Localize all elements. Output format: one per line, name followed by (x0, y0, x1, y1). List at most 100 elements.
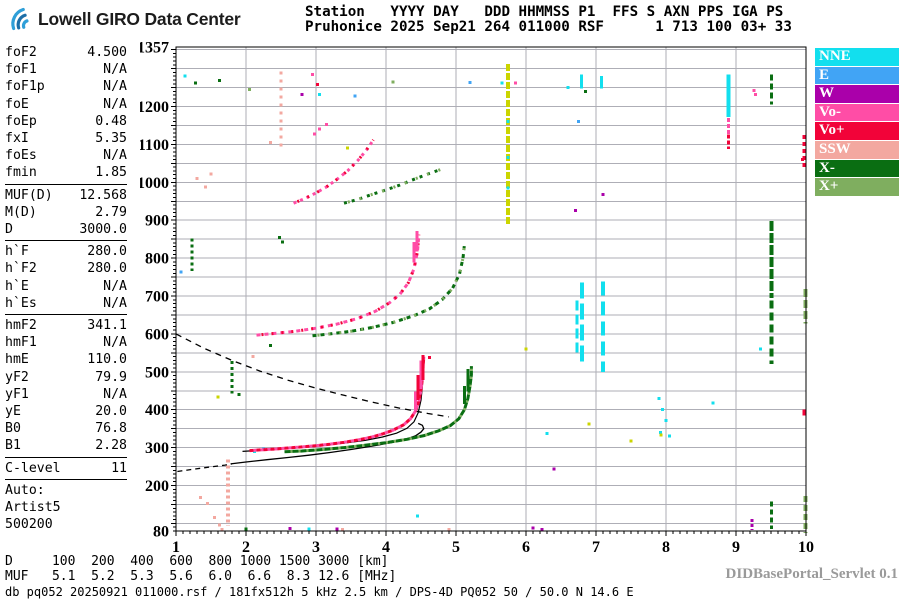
svg-text:1000: 1000 (140, 175, 169, 192)
param-label: foF2 (5, 45, 37, 60)
param-label: foEp (5, 113, 37, 129)
param-label: h`E (5, 278, 29, 294)
station-header-line1: Station YYYY DAY DDD HHMMSS P1 FFS S AXN… (305, 4, 784, 20)
muf-row: MUF 5.1 5.2 5.3 5.6 6.0 6.6 8.3 12.6 [MH… (5, 568, 397, 584)
param-label: yF2 (5, 369, 29, 385)
svg-text:600: 600 (145, 326, 169, 343)
param-row-b0: B0 76.8 (5, 420, 127, 437)
svg-text:1357: 1357 (140, 40, 169, 57)
svg-text:7: 7 (592, 539, 600, 555)
svg-text:6: 6 (522, 539, 530, 555)
param-row-fof2: foF2 4.500 (5, 44, 127, 61)
param-value: N/A (103, 335, 127, 351)
svg-text:1100: 1100 (140, 137, 169, 154)
param-value: N/A (103, 148, 127, 164)
param-row-foes: foEs N/A (5, 147, 127, 164)
param-divider (5, 456, 127, 458)
param-row-yf2: yF2 79.9 (5, 369, 127, 386)
svg-text:800: 800 (145, 251, 169, 268)
d-muf-table: D 100 200 400 600 800 1000 1500 3000 [km… (5, 554, 397, 584)
legend-item-e: E (815, 66, 899, 85)
svg-text:10: 10 (798, 539, 814, 555)
param-label: h`F2 (5, 261, 37, 277)
legend-item-vo: Vo+ (815, 122, 899, 140)
param-label: B1 (5, 438, 21, 454)
param-label: h`Es (5, 295, 37, 311)
param-row-fxi: fxI 5.35 (5, 130, 127, 147)
svg-text:200: 200 (145, 478, 169, 495)
echo-type-legend: NNE E W Vo- Vo+ SSW X- X+ (815, 48, 899, 197)
param-value: N/A (103, 278, 127, 294)
param-row-hmf2: hmF2 341.1 (5, 317, 127, 334)
param-value: 5.35 (95, 131, 127, 147)
legend-item-vo: Vo- (815, 103, 899, 122)
param-value: 12.568 (79, 187, 127, 203)
param-value: 341.1 (87, 318, 127, 334)
ionogram-plot: 1357 1200 1100 1000 900 800 700 600 500 400 300 200… (137, 40, 830, 557)
param-label: foE (5, 96, 29, 112)
legend-item-x: X+ (815, 178, 899, 196)
param-row-fof1: foF1 N/A (5, 61, 127, 78)
svg-text:1200: 1200 (140, 99, 169, 116)
param-label: hmE (5, 352, 29, 368)
ionogram-chart: 1357120011001000900800700600500400300200… (137, 40, 814, 557)
param-label: fxI (5, 131, 29, 147)
svg-text:500: 500 (145, 364, 169, 381)
param-text-artist5: Artist5 (5, 500, 61, 516)
param-row-foe: foE N/A (5, 96, 127, 113)
param-value: 280.0 (87, 244, 127, 260)
param-value: 1.85 (95, 165, 127, 181)
param-value: 2.79 (95, 204, 127, 220)
station-header-line2: Pruhonice 2025 Sep21 264 011000 RSF 1 71… (305, 18, 792, 35)
param-label: B0 (5, 421, 21, 437)
param-row-md: M(D) 2.79 (5, 204, 127, 221)
station-header: Station YYYY DAY DDD HHMMSS P1 FFS S AXN… (305, 5, 792, 34)
param-divider (5, 183, 127, 185)
param-value: N/A (103, 62, 127, 78)
logo-text: Lowell GIRO Data Center (38, 8, 241, 29)
svg-text:5: 5 (452, 539, 460, 555)
svg-text:3: 3 (312, 539, 320, 555)
svg-text:2: 2 (242, 539, 250, 555)
param-label: h`F (5, 244, 29, 260)
param-row-foep: foEp 0.48 (5, 113, 127, 130)
distance-row: D 100 200 400 600 800 1000 1500 3000 [km… (5, 554, 389, 569)
param-label: D (5, 222, 13, 238)
legend-item-ssw: SSW (815, 140, 899, 159)
legend-item-x: X- (815, 159, 899, 178)
param-row-clevel: C-level 11 (5, 460, 127, 477)
param-label: hmF1 (5, 335, 37, 351)
giro-wave-icon (11, 7, 29, 31)
param-row-hf: h`F 280.0 (5, 243, 127, 260)
param-row-fmin: fmin 1.85 (5, 164, 127, 181)
parameter-panel: foF2 4.500 foF1 N/A foF1p N/A foE N/A foEp 0.48 fx… (5, 44, 127, 533)
svg-text:700: 700 (145, 289, 169, 306)
svg-text:400: 400 (145, 402, 169, 419)
param-value: 0.48 (95, 113, 127, 129)
param-row-hmf1: hmF1 N/A (5, 334, 127, 351)
param-value: N/A (103, 386, 127, 402)
param-label: yF1 (5, 386, 29, 402)
param-value: 2.28 (95, 438, 127, 454)
param-value: N/A (103, 295, 127, 311)
param-label: M(D) (5, 204, 37, 220)
param-row-ye: yE 20.0 (5, 403, 127, 420)
param-value: 79.9 (95, 369, 127, 385)
param-value: N/A (103, 96, 127, 112)
legend-item-nne: NNE (815, 48, 899, 66)
param-row-mufd: MUF(D) 12.568 (5, 187, 127, 204)
param-row-fof1p: foF1p N/A (5, 78, 127, 95)
param-value: N/A (103, 79, 127, 95)
param-value: 11 (111, 460, 127, 476)
param-label: foF1 (5, 62, 37, 78)
svg-text:300: 300 (145, 440, 169, 457)
param-label: foEs (5, 148, 37, 164)
status-line: db pq052 20250921 011000.rsf / 181fx512h… (5, 585, 634, 599)
servlet-version: DIDBasePortal_Servlet 0.1 (725, 566, 898, 582)
logo: Lowell GIRO Data Center (6, 5, 241, 33)
svg-text:900: 900 (145, 213, 169, 230)
param-row-he: h`E N/A (5, 278, 127, 295)
param-value: 110.0 (87, 352, 127, 368)
param-label: yE (5, 404, 21, 420)
svg-text:1: 1 (172, 539, 180, 555)
